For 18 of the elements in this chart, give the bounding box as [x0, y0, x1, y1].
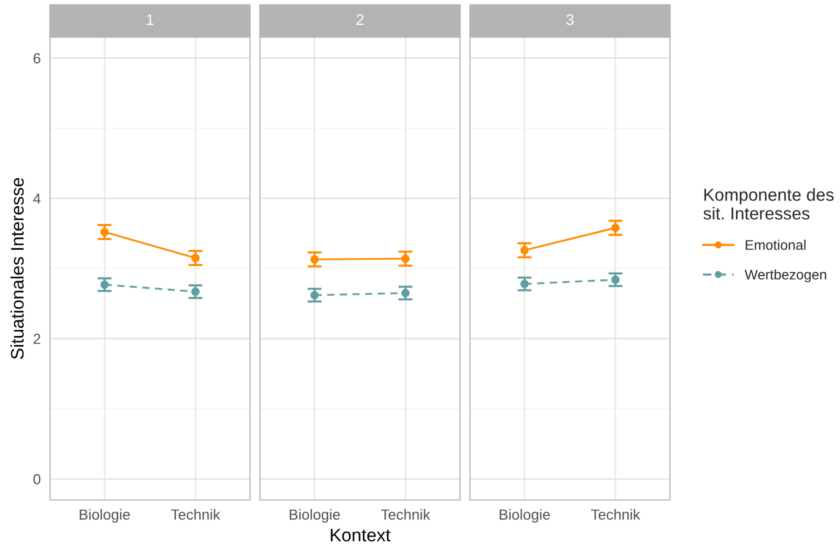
y-tick-label: 2 [34, 334, 40, 344]
x-tick-label: Technik [591, 509, 640, 520]
x-axis-title: Kontext [330, 528, 390, 542]
x-tick-label: Biologie [290, 509, 340, 523]
legend-label: Emotional [746, 240, 806, 250]
x-tick-label: Technik [381, 509, 430, 520]
y-tick-label: 4 [33, 194, 41, 204]
chart-title: 1 [146, 14, 154, 25]
y-tick-label: 6 [34, 53, 40, 64]
chart-title: 2 [356, 14, 364, 25]
x-tick-label: Technik [171, 509, 220, 520]
legend-title: Komponente des sit. Interesses [703, 188, 834, 220]
legend-label: Wertbezogen [744, 269, 826, 282]
x-tick-label: Biologie [500, 509, 550, 523]
x-tick-label: Biologie [80, 509, 130, 523]
y-tick-label: 0 [33, 474, 40, 484]
y-axis-title: Situationales Interesse [10, 178, 24, 360]
chart-title: 3 [566, 14, 574, 26]
